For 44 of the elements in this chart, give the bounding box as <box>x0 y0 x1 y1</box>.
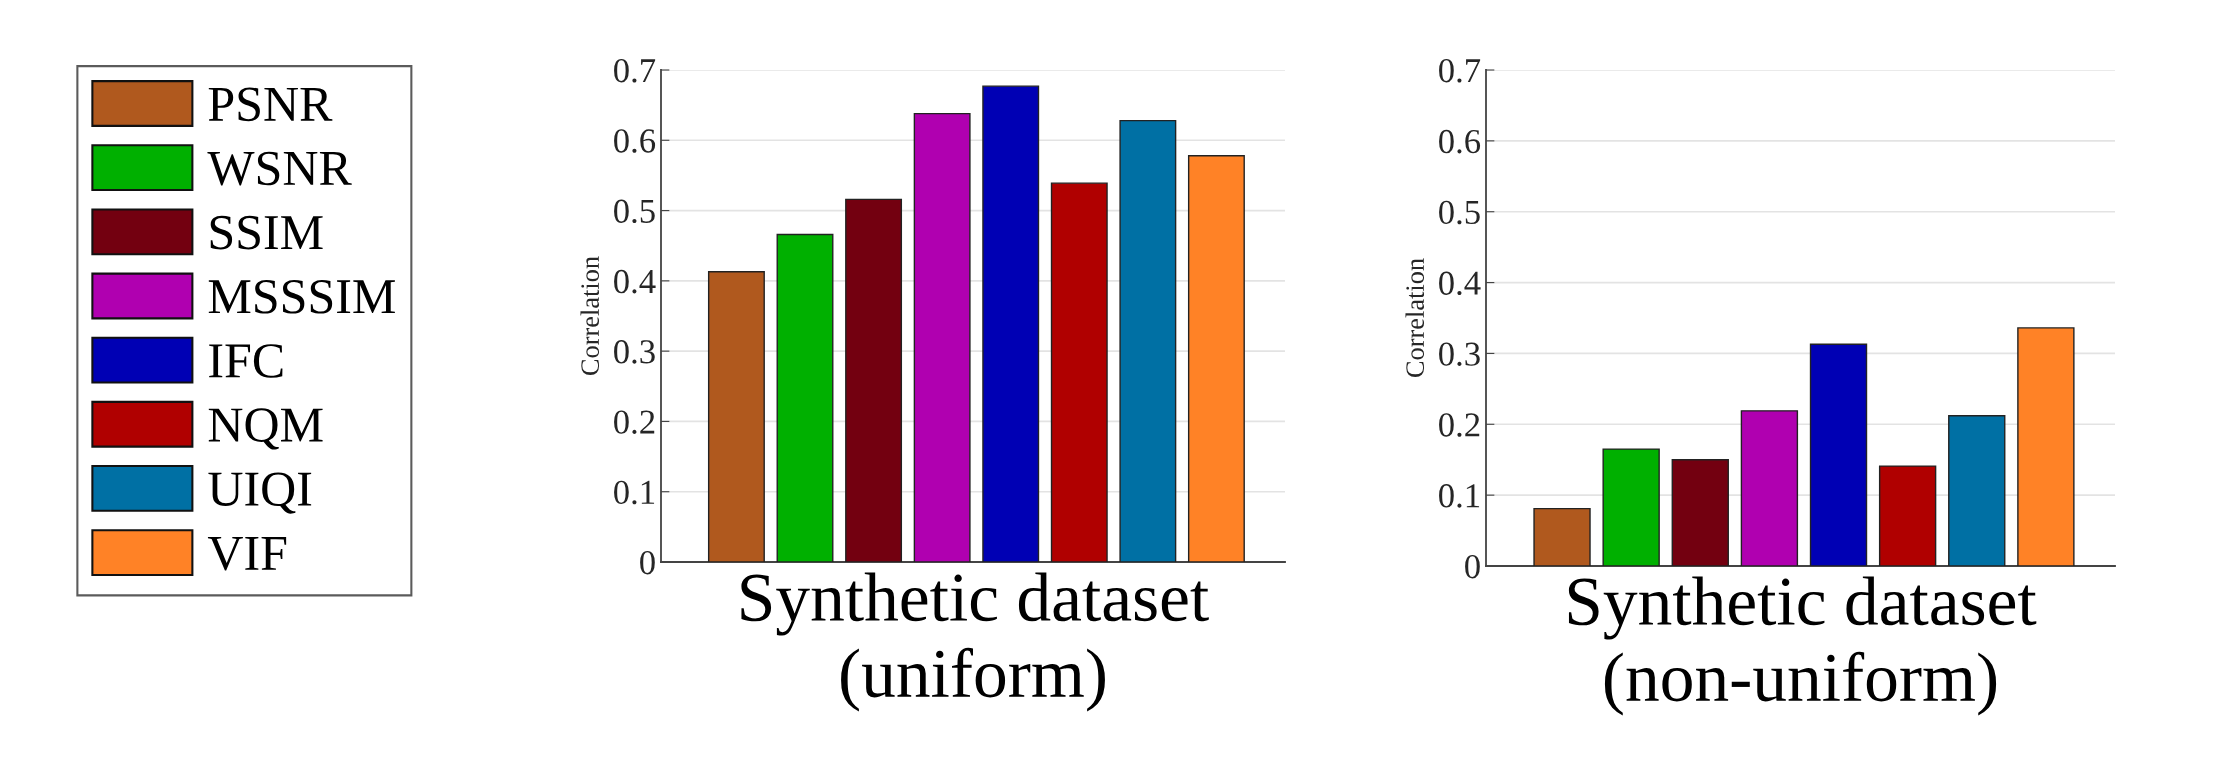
y-tick-label: 0.1 <box>1439 484 1480 508</box>
y-tick-label: 0.6 <box>1439 129 1481 154</box>
y-tick-label: 0.2 <box>1439 413 1480 437</box>
bar <box>982 85 1040 562</box>
bar <box>1809 343 1868 566</box>
bar <box>1533 507 1591 566</box>
y-tick-label: 0.1 <box>614 480 655 505</box>
legend-label: SSIM <box>210 215 323 250</box>
bar <box>1187 155 1245 562</box>
bar <box>2017 327 2075 566</box>
bar <box>1948 415 2006 566</box>
legend-label: PSNR <box>208 87 333 122</box>
bar <box>1119 119 1177 562</box>
y-tick-label: 0.5 <box>1439 200 1480 225</box>
y-tick-label: 0.4 <box>1439 271 1481 296</box>
y-tick-label: 0.7 <box>614 58 656 83</box>
y-axis-title: Correlation <box>1405 258 1425 378</box>
y-tick-label: 0.5 <box>614 199 655 224</box>
y-tick-label: 0.2 <box>614 410 655 434</box>
legend-label: UIQI <box>208 472 312 514</box>
legend-label: IFC <box>209 344 283 378</box>
legend-label: WSNR <box>207 151 352 186</box>
bar <box>1740 410 1799 566</box>
bar <box>1671 459 1729 566</box>
y-tick-label: 0.4 <box>614 269 656 294</box>
bar <box>913 112 971 562</box>
x-axis-title: Synthetic dataset (uniform) <box>741 572 1209 712</box>
bar <box>845 198 903 562</box>
legend-label: MSSSIM <box>208 280 395 314</box>
legend-label: VIF <box>207 536 287 571</box>
bar <box>776 233 834 562</box>
y-tick-label: 0 <box>1465 554 1480 579</box>
y-tick-label: 0.3 <box>614 340 655 364</box>
legend-label: NQM <box>208 408 323 450</box>
y-tick-label: 0 <box>640 550 655 575</box>
y-axis-title: Correlation <box>580 256 600 376</box>
bar <box>1878 465 1937 566</box>
bar <box>707 271 765 562</box>
y-tick-label: 0.6 <box>614 129 656 153</box>
y-tick-label: 0.7 <box>1439 58 1481 83</box>
bar <box>1050 182 1108 562</box>
x-axis-title: Synthetic dataset (non-uniform) <box>1568 576 2037 716</box>
bar <box>1602 448 1660 566</box>
y-tick-label: 0.3 <box>1439 342 1480 366</box>
